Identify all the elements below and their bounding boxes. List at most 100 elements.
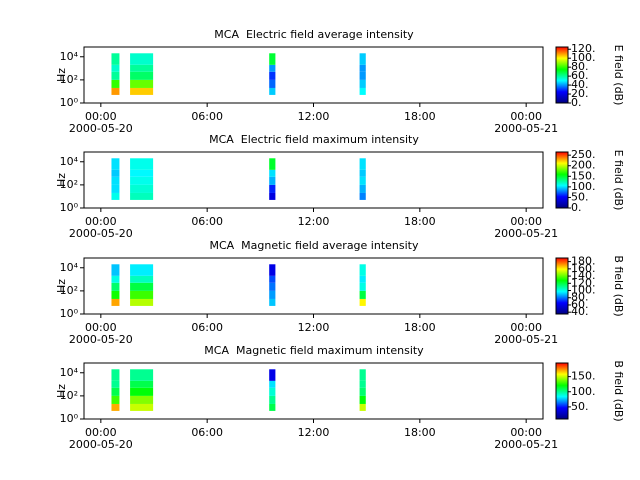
heatmap-cell — [269, 71, 276, 80]
heatmap-cell — [269, 184, 276, 193]
colorbar-tick-label: 0. — [571, 96, 582, 109]
chart-title: MCA Magnetic field maximum intensity — [204, 344, 424, 357]
heatmap-cell — [111, 184, 120, 193]
heatmap-cell — [269, 395, 276, 404]
heatmap-cell — [130, 53, 154, 65]
heatmap-cell — [130, 275, 154, 283]
y-tick-label: 10² — [60, 389, 78, 402]
x-tick-label: 12:00 — [298, 426, 330, 439]
heatmap-cell — [111, 158, 120, 170]
colorbar-tick-label: 50. — [571, 400, 589, 413]
date-label: 2000-05-21 — [494, 333, 558, 346]
colorbar-label: B field (dB) — [612, 255, 625, 316]
colorbar-tick-label: 120. — [571, 276, 596, 289]
heatmap-cell — [111, 264, 120, 276]
heatmap-cell — [269, 64, 276, 72]
x-tick-label: 00:00 — [85, 426, 117, 439]
heatmap-cell — [269, 387, 276, 396]
heatmap-cell — [359, 53, 366, 65]
heatmap-cell — [111, 387, 120, 396]
heatmap-cell — [130, 176, 154, 185]
colorbar-tick-label: 60. — [571, 69, 589, 82]
heatmap-cell — [359, 403, 366, 411]
colorbar-tick-label: 140. — [571, 269, 596, 282]
heatmap-cell — [359, 369, 366, 381]
x-tick-label: 00:00 — [85, 321, 117, 334]
heatmap-cell — [359, 282, 366, 291]
colorbar-tick-label: 80. — [571, 60, 589, 73]
heatmap-cell — [359, 298, 366, 306]
x-tick-label: 12:00 — [298, 321, 330, 334]
colorbar-tick-label: 80. — [571, 291, 589, 304]
heatmap-cell — [359, 169, 366, 177]
heatmap-cell — [269, 264, 276, 276]
colorbar-tick-label: 40. — [571, 78, 589, 91]
colorbar-tick-label: 250. — [571, 148, 596, 161]
heatmap-cell — [130, 184, 154, 193]
chart-title: MCA Magnetic field average intensity — [209, 239, 418, 252]
colorbar-label: B field (dB) — [612, 360, 625, 421]
x-tick-label: 18:00 — [404, 426, 436, 439]
date-label: 2000-05-21 — [494, 227, 558, 240]
x-tick-label: 00:00 — [510, 215, 542, 228]
chart-title: MCA Electric field average intensity — [214, 28, 414, 41]
colorbar-label: E field (dB) — [612, 45, 625, 106]
heatmap-cell — [111, 380, 120, 388]
heatmap-cell — [130, 264, 154, 276]
heatmap-cell — [111, 298, 120, 306]
x-tick-label: 00:00 — [85, 215, 117, 228]
colorbar-tick-label: 100. — [571, 385, 596, 398]
chart-title: MCA Electric field maximum intensity — [209, 133, 419, 146]
heatmap-cell — [269, 380, 276, 388]
heatmap-cell — [130, 169, 154, 177]
heatmap-cell — [269, 298, 276, 306]
y-axis-label: Hz — [55, 68, 68, 82]
y-axis-label: Hz — [55, 173, 68, 187]
y-tick-label: 10² — [60, 73, 78, 86]
heatmap-cell — [269, 79, 276, 88]
x-tick-label: 18:00 — [404, 110, 436, 123]
heatmap-cell — [269, 403, 276, 411]
heatmap-cell — [359, 79, 366, 88]
heatmap-cell — [359, 158, 366, 170]
heatmap-cell — [130, 369, 154, 381]
heatmap-cell — [111, 395, 120, 404]
colorbar-tick-label: 150. — [571, 370, 596, 383]
y-tick-label: 10² — [60, 178, 78, 191]
heatmap-cell — [359, 192, 366, 200]
y-tick-label: 10⁴ — [60, 50, 79, 63]
heatmap-cell — [130, 380, 154, 388]
colorbar-tick-label: 100. — [571, 284, 596, 297]
heatmap-cell — [269, 53, 276, 65]
colorbar-tick-label: 40. — [571, 305, 589, 318]
colorbar-label: E field (dB) — [612, 150, 625, 211]
heatmap-cell — [359, 290, 366, 299]
heatmap-cell — [111, 282, 120, 291]
heatmap-cell — [111, 64, 120, 72]
date-label: 2000-05-21 — [494, 122, 558, 135]
colorbar-tick-label: 200. — [571, 159, 596, 172]
x-tick-label: 06:00 — [191, 321, 223, 334]
x-tick-label: 06:00 — [191, 215, 223, 228]
heatmap-cell — [359, 395, 366, 404]
heatmap-cell — [269, 87, 276, 95]
heatmap-cell — [269, 282, 276, 291]
heatmap-cell — [359, 264, 366, 276]
colorbar — [555, 46, 569, 104]
heatmap-cell — [130, 71, 154, 80]
heatmap-cell — [269, 169, 276, 177]
heatmap-cell — [111, 53, 120, 65]
heatmap-cell — [359, 64, 366, 72]
heatmap-cell — [111, 79, 120, 88]
date-label: 2000-05-20 — [69, 333, 133, 346]
colorbar-tick-label: 50. — [571, 190, 589, 203]
colorbar — [555, 257, 569, 315]
heatmap-cell — [269, 275, 276, 283]
heatmap-cell — [111, 290, 120, 299]
heatmap-cell — [359, 87, 366, 95]
y-tick-label: 10⁰ — [60, 201, 79, 214]
y-tick-label: 10⁰ — [60, 96, 79, 109]
y-tick-label: 10² — [60, 284, 78, 297]
